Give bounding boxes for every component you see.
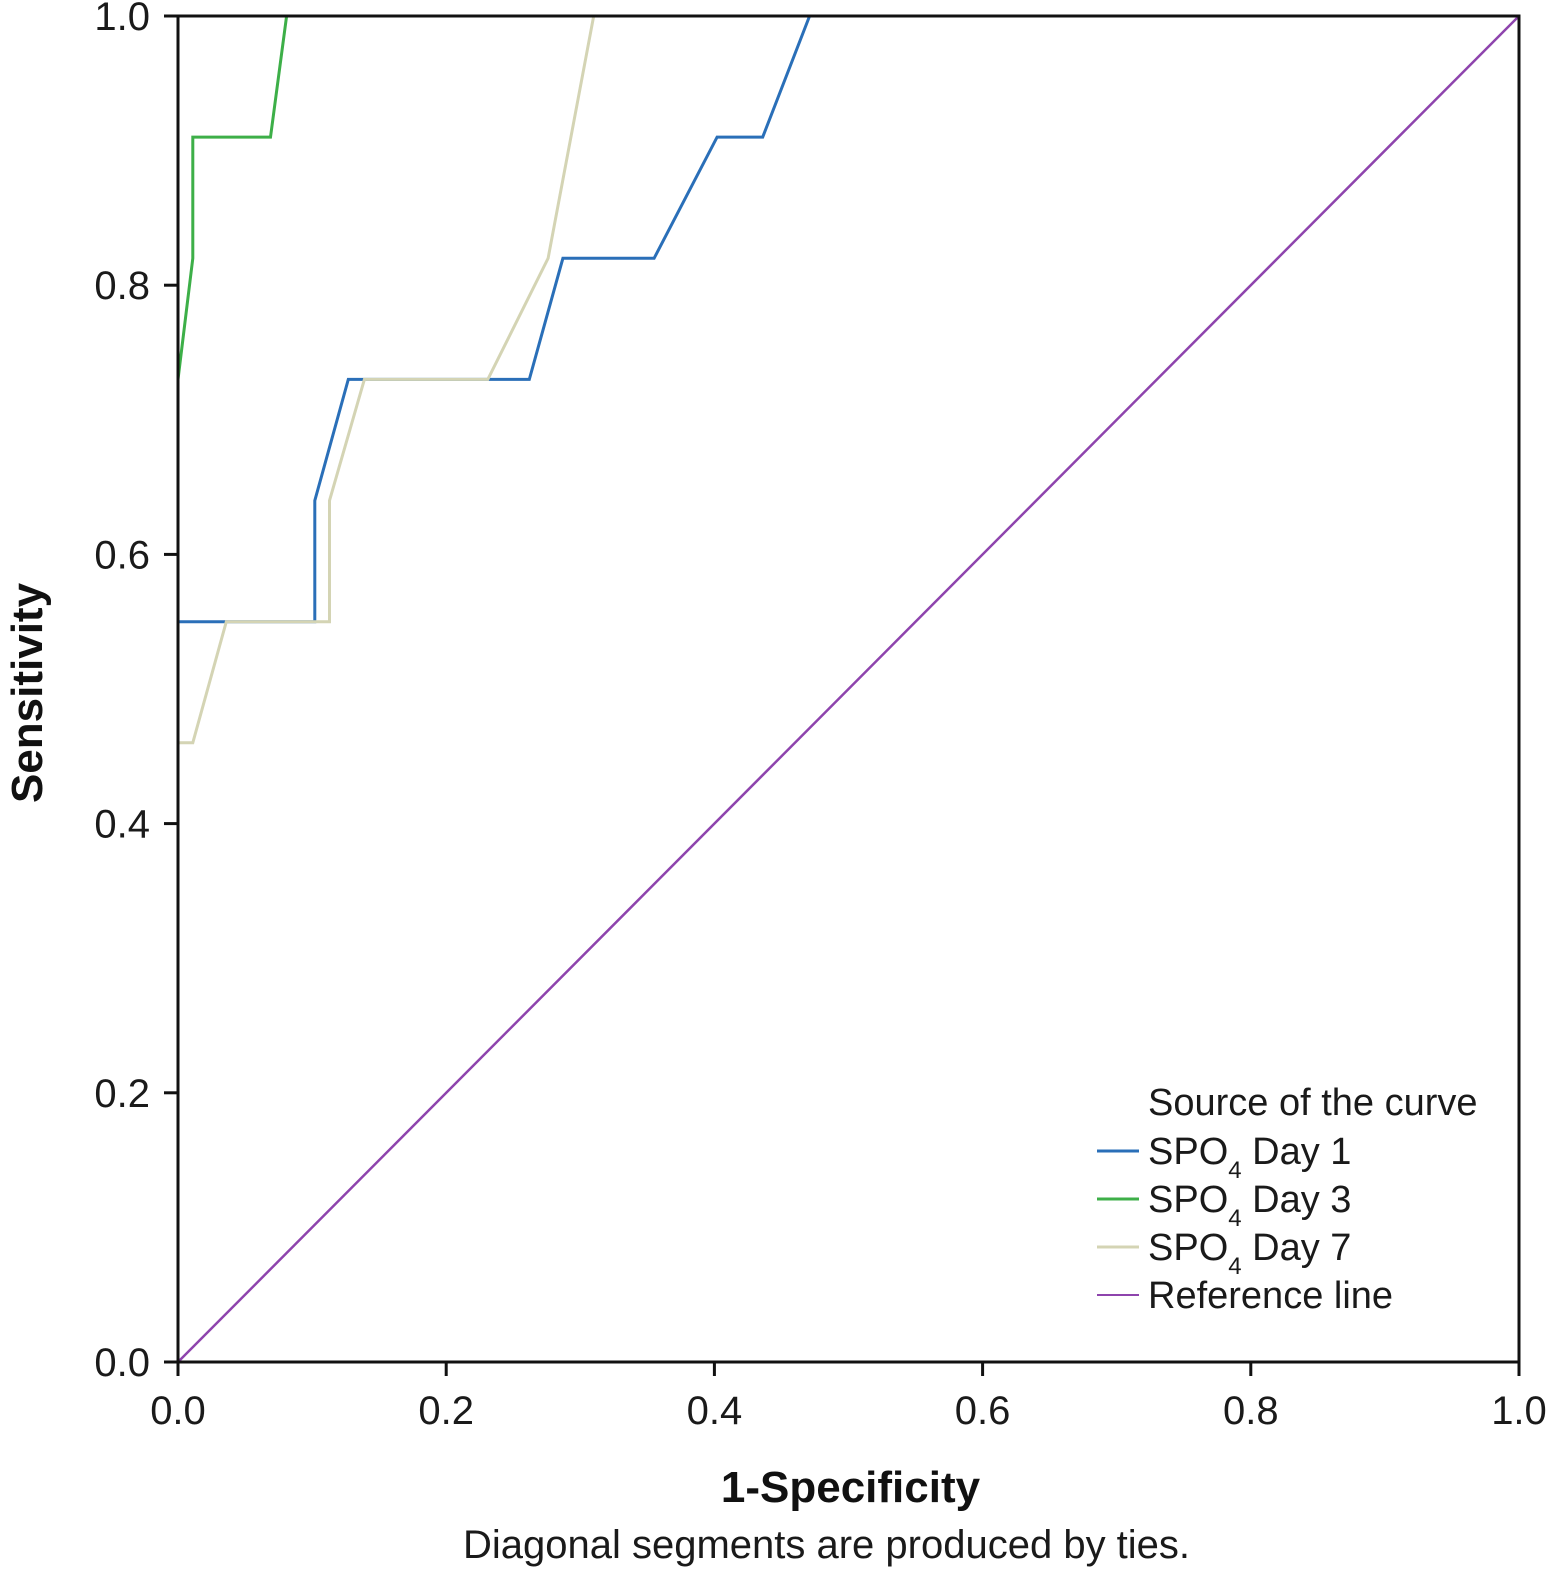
legend-entry-label: SPO4 Day 3 [1148,1179,1351,1232]
legend-label-suffix: Day 7 [1242,1227,1352,1269]
ticks-layer: 0.0 0.2 0.4 0.6 0.8 1.0 0.0 0.2 0.4 0.6 0.8 1.0 [94,0,1546,1433]
legend-entry-label: Reference line [1148,1275,1393,1317]
legend-title: Source of the curve [1148,1082,1478,1124]
legend-label-subscript: 4 [1228,1205,1241,1232]
legend-label-subscript: 4 [1228,1157,1241,1184]
series-line-4 [177,15,1520,1363]
legend-label-subscript: 4 [1228,1253,1241,1280]
legend-label-main: SPO [1148,1131,1228,1173]
y-tick-label: 0.2 [94,1072,150,1116]
series-line-3 [176,14,1519,1362]
legend-entry-label: SPO4 Day 7 [1148,1227,1351,1280]
legend-label-main: SPO [1148,1179,1228,1221]
x-tick-label: 0.0 [150,1389,206,1433]
y-tick-label: 0.0 [94,1341,150,1385]
x-axis-title: 1-Specificity [721,1463,981,1512]
x-tick-label: 1.0 [1491,1389,1547,1433]
legend-label-suffix: Day 1 [1242,1131,1352,1173]
y-tick-label: 0.4 [94,803,150,847]
x-tick-label: 0.8 [1223,1389,1279,1433]
legend-label-suffix: Day 3 [1242,1179,1352,1221]
x-tick-label: 0.2 [418,1389,474,1433]
y-axis-title: Sensitivity [3,582,52,803]
ties-note: Diagonal segments are produced by ties. [463,1523,1190,1567]
legend-entry-label: SPO4 Day 1 [1148,1131,1351,1184]
y-tick-label: 0.8 [94,264,150,308]
legend-label-main: Reference line [1148,1275,1393,1317]
x-tick-label: 0.6 [955,1389,1011,1433]
x-tick-label: 0.4 [687,1389,743,1433]
legend-label-main: SPO [1148,1227,1228,1269]
plot-frame [176,14,1521,1364]
y-tick-label: 0.6 [94,533,150,577]
y-tick-label: 1.0 [94,0,150,39]
